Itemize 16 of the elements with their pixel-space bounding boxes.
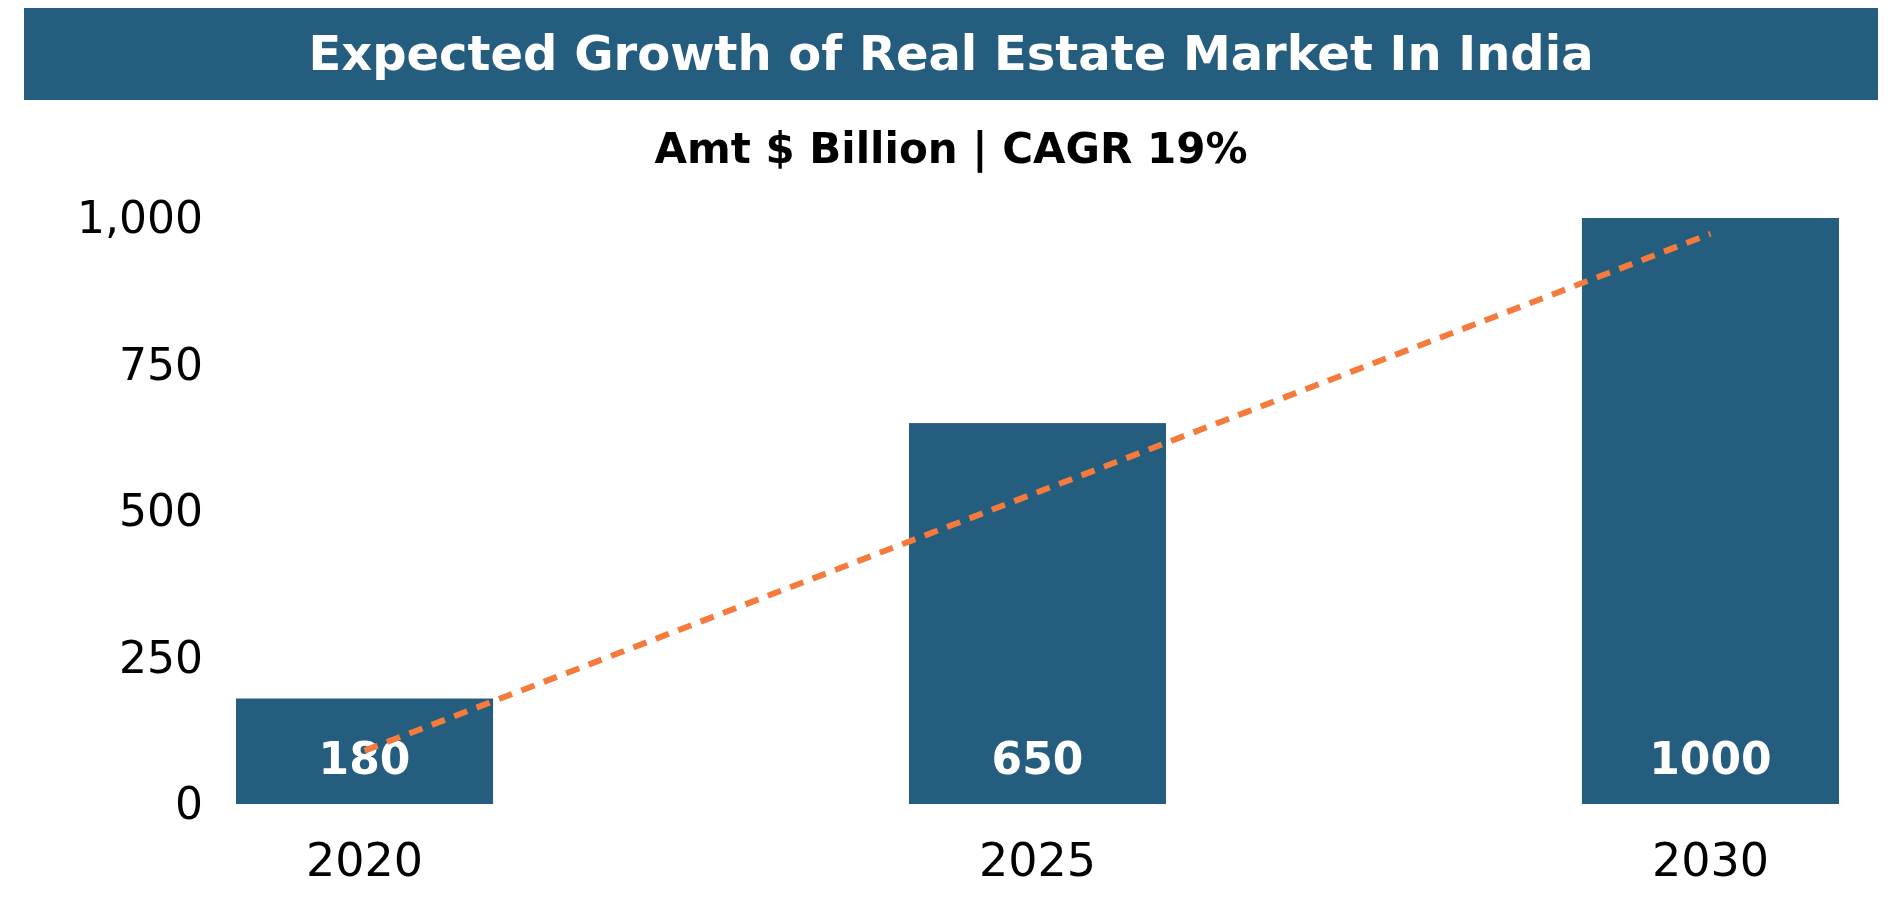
data-label: 650 [991, 733, 1084, 784]
y-tick-label: 750 [119, 338, 203, 390]
chart-subtitle: Amt $ Billion | CAGR 19% [654, 124, 1248, 173]
data-label: 1000 [1649, 733, 1772, 784]
x-tick-label: 2025 [978, 833, 1097, 887]
y-tick-label: 1,000 [77, 192, 203, 244]
bar [908, 423, 1167, 804]
y-tick-label: 0 [175, 778, 203, 830]
x-tick-label: 2020 [306, 833, 424, 887]
bar [1581, 218, 1839, 804]
data-label: 180 [318, 733, 411, 784]
chart-title: Expected Growth of Real Estate Market In India [308, 25, 1594, 81]
x-tick-label: 2030 [1651, 833, 1769, 887]
bar [236, 698, 494, 804]
y-tick-label: 500 [119, 485, 203, 537]
y-tick-label: 250 [119, 631, 203, 683]
